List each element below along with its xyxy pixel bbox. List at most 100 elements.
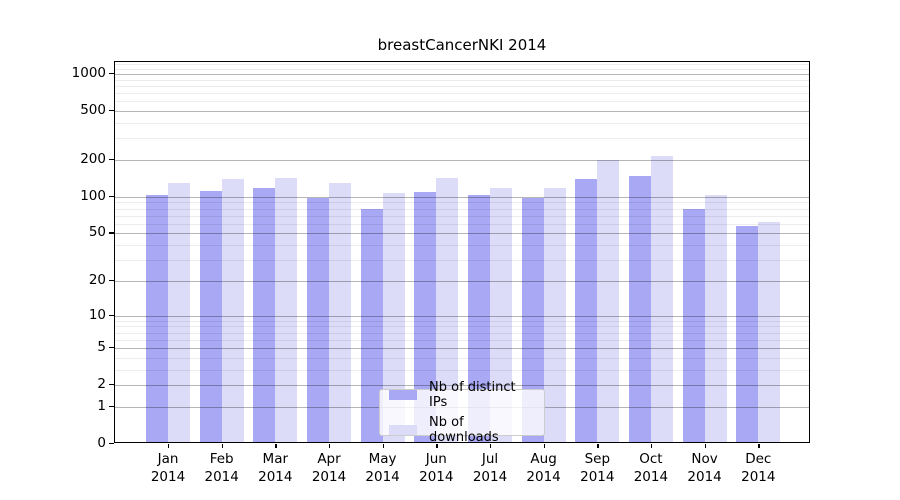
bar-downloads-oct [650,156,673,442]
y-tick-label: 1000 [71,65,106,81]
x-tick-label-year: 2014 [633,468,669,485]
grid-line-minor [115,68,809,70]
bar-downloads-sep [597,159,620,442]
grid-line-minor [115,86,809,87]
bar-downloads-may [382,192,405,442]
grid-line-minor [115,123,809,124]
x-tick-label-may: May 2014 [365,451,399,487]
x-tick-mark [758,444,760,448]
grid-line-minor [115,339,809,341]
bar-downloads-apr [328,183,351,442]
bar-distinct-ips-oct [628,175,651,442]
x-tick-label-month: Dec [745,451,772,467]
bar-distinct-ips-sep [575,178,598,442]
grid-line-minor [115,101,809,103]
x-tick-label-year: 2014 [741,468,776,485]
bar-distinct-ips-dec [736,226,759,442]
x-tick-label-year: 2014 [526,468,561,485]
y-tick-mark [109,347,114,349]
legend-swatch-downloads [389,425,417,435]
x-tick-label-sep: Sep 2014 [580,451,614,487]
x-tick-label-month: Jul [481,451,499,467]
x-tick-mark [221,444,223,448]
grid-line-minor [115,332,809,334]
y-tick-mark [109,443,114,445]
bar-distinct-ips-jun [414,191,437,442]
legend-entry-distinct-ips: Nb of distinct IPs [389,380,535,410]
x-tick-mark [650,444,653,448]
grid-line-major [115,233,809,235]
grid-line-major [115,74,809,75]
grid-line-minor [115,64,809,66]
x-tick-mark [543,444,545,448]
x-tick-label-apr: Apr 2014 [312,451,346,487]
y-tick-mark [109,384,114,386]
y-tick-mark [109,314,114,316]
y-tick-label: 100 [80,187,106,204]
x-tick-label-month: Jun [425,451,447,467]
x-tick-label-oct: Oct 2014 [634,451,668,487]
x-tick-mark [168,444,170,448]
y-tick-mark [109,73,114,75]
x-tick-mark [329,444,331,448]
x-tick-label-feb: Feb 2014 [205,451,239,487]
x-tick-mark [275,444,277,448]
x-tick-label-month: Nov [691,451,718,467]
x-tick-label-month: Feb [209,451,234,467]
grid-line-major [115,348,809,349]
bar-distinct-ips-jan [146,194,168,442]
x-tick-label-month: Apr [317,451,341,467]
grid-line-minor [115,369,809,371]
x-tick-label-month: Oct [639,451,663,467]
bar-downloads-nov [704,194,727,442]
y-tick-label: 50 [88,224,106,241]
legend-label-downloads: Nb of downloads [429,415,499,445]
bar-downloads-jun [436,177,459,442]
x-tick-label-month: Mar [262,451,289,467]
bar-downloads-jul [489,187,512,442]
y-tick-label: 1 [97,397,106,414]
x-tick-label-month: May [368,451,397,467]
grid-line-minor [115,245,809,247]
grid-line-minor [115,260,809,262]
grid-line-major [115,385,809,387]
x-tick-label-year: 2014 [472,468,508,485]
x-tick-label-month: Jan [157,451,179,467]
x-tick-label-year: 2014 [311,468,347,485]
x-tick-label-year: 2014 [687,468,722,485]
x-tick-label-jan: Jan 2014 [151,451,185,487]
y-tick-label: 0 [97,435,106,451]
x-tick-label-jul: Jul 2014 [473,451,507,487]
bar-distinct-ips-apr [306,198,329,442]
y-tick-mark [109,195,114,198]
grid-line-minor [115,320,809,322]
grid-line-major [115,315,809,317]
x-tick-mark [436,444,438,448]
y-tick-label: 20 [88,272,106,288]
x-tick-label-dec: Dec 2014 [741,451,775,487]
x-tick-label-month: Sep [584,451,611,467]
plot-area [114,61,810,443]
y-tick-label: 200 [80,151,106,167]
bar-distinct-ips-mar [253,187,276,442]
x-tick-label-year: 2014 [258,468,293,485]
grid-line-major [115,111,809,113]
grid-line-minor [115,202,809,204]
y-tick-mark [109,110,114,112]
legend-entry-downloads: Nb of downloads [389,415,535,445]
legend: Nb of distinct IPs Nb of downloads [379,380,545,445]
bar-distinct-ips-jul [467,195,490,442]
grid-line-minor [115,326,809,328]
grid-line-minor [115,208,809,210]
y-tick-mark [109,280,114,282]
y-tick-mark [109,405,114,408]
y-tick-label: 5 [97,339,106,355]
grid-line-minor [115,93,809,95]
bar-downloads-dec [758,221,781,442]
x-tick-label-year: 2014 [419,468,454,485]
x-tick-mark [490,444,492,448]
x-tick-label-year: 2014 [365,468,400,485]
bar-downloads-mar [275,177,298,442]
x-tick-label-year: 2014 [580,468,615,485]
bar-distinct-ips-aug [521,198,544,442]
